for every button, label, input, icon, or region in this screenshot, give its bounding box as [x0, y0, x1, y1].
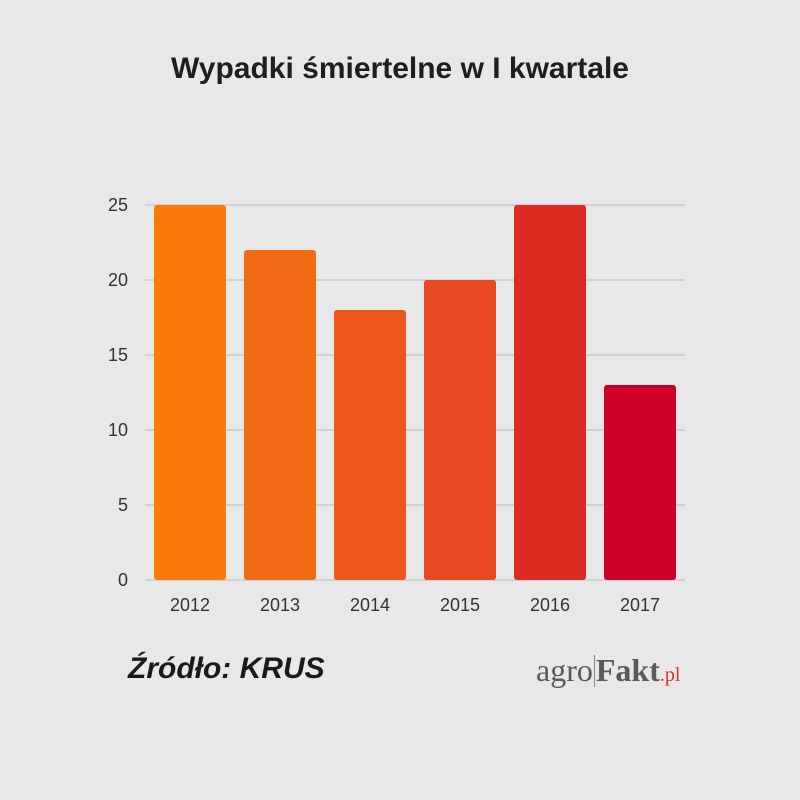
bar-2017 — [604, 385, 676, 580]
x-tick-label-2013: 2013 — [260, 595, 300, 615]
x-tick-label-2015: 2015 — [440, 595, 480, 615]
x-tick-label-2016: 2016 — [530, 595, 570, 615]
y-tick-label-15: 15 — [108, 345, 128, 365]
agrofakt-logo: agroFakt.pl — [536, 654, 680, 687]
logo-pl-text: .pl — [659, 664, 681, 686]
bar-2016 — [514, 205, 586, 580]
bar-2012 — [154, 205, 226, 580]
x-tick-label-2012: 2012 — [170, 595, 210, 615]
x-tick-label-2014: 2014 — [350, 595, 390, 615]
bar-2014 — [334, 310, 406, 580]
source-label: Źródło: KRUS — [128, 652, 325, 685]
chart-title: Wypadki śmiertelne w I kwartale — [171, 52, 629, 85]
logo-separator — [593, 655, 595, 687]
y-tick-label-0: 0 — [118, 570, 128, 590]
y-tick-label-25: 25 — [108, 195, 128, 215]
y-tick-label-10: 10 — [108, 420, 128, 440]
bar-2015 — [424, 280, 496, 580]
logo-fakt-text: Fakt — [595, 652, 660, 688]
logo-agro-text: agro — [536, 652, 593, 688]
x-tick-label-2017: 2017 — [620, 595, 660, 615]
bar-2013 — [244, 250, 316, 580]
y-tick-label-5: 5 — [118, 495, 128, 515]
y-tick-label-20: 20 — [108, 270, 128, 290]
